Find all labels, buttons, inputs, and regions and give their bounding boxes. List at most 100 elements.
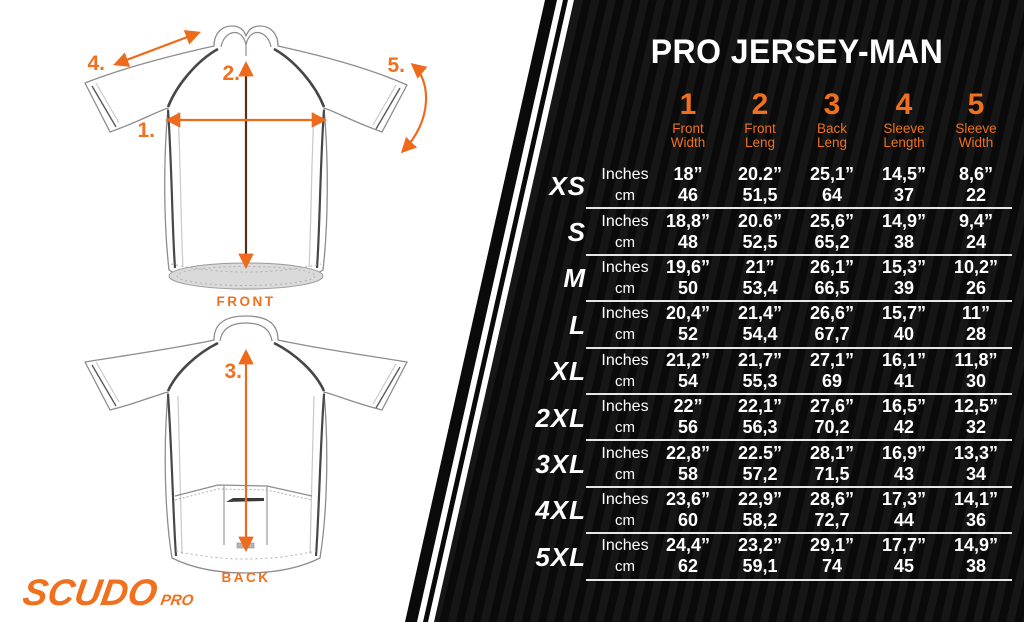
cm-value: 39 bbox=[893, 277, 915, 298]
inches-value: 25,6” bbox=[809, 210, 855, 231]
back-hem-stitching bbox=[175, 550, 317, 560]
size-label: 4XL bbox=[535, 495, 586, 526]
cm-value: 38 bbox=[893, 231, 915, 252]
measurement-cell: 18” 46 bbox=[652, 163, 724, 207]
front-panel-line-right bbox=[308, 111, 315, 268]
inches-value: 8,6” bbox=[958, 164, 994, 185]
back-caption: BACK bbox=[222, 570, 271, 585]
row-measurements: Inches cm 23,6” 60 22,9” 58,2 28,6” 72,7 17,3” 44… bbox=[586, 488, 1012, 535]
unit-label-inches: Inches bbox=[601, 166, 649, 184]
diagonal-stripe-outer bbox=[405, 0, 557, 622]
measure-arrow-5 bbox=[400, 63, 428, 154]
inches-value: 15,3” bbox=[881, 256, 927, 277]
measurement-cell: 14,1” 36 bbox=[940, 488, 1012, 532]
table-row: 3XL Inches cm 22,8” 58 22.5” 57,2 28,1” 71,5 16,9… bbox=[532, 441, 1012, 488]
measurement-cell: 28,6” 72,7 bbox=[796, 488, 868, 532]
cm-value: 57,2 bbox=[742, 463, 778, 484]
unit-label-cm: cm bbox=[615, 511, 635, 529]
table-row: XL Inches cm 21,2” 54 21,7” 55,3 27,1” 69 16,1” 41… bbox=[532, 349, 1012, 395]
inches-value: 9,4” bbox=[958, 210, 994, 231]
inches-value: 20,4” bbox=[665, 303, 711, 324]
front-cuff-right bbox=[375, 87, 401, 130]
inches-value: 13,3” bbox=[953, 442, 999, 463]
cm-value: 67,7 bbox=[814, 324, 850, 345]
column-header: 2 Front Leng bbox=[724, 90, 796, 150]
size-label: XS bbox=[549, 170, 586, 201]
measurement-cell: 11” 28 bbox=[940, 302, 1012, 346]
column-label-line2: Length bbox=[883, 135, 925, 150]
column-number: 2 bbox=[751, 88, 769, 121]
cm-value: 69 bbox=[821, 370, 843, 391]
inches-value: 14,9” bbox=[881, 210, 927, 231]
measurement-cell: 21,2” 54 bbox=[652, 349, 724, 393]
measurement-cell: 10,2” 26 bbox=[940, 256, 1012, 300]
inches-value: 27,6” bbox=[809, 396, 855, 417]
measure-marker-4: 4. bbox=[87, 52, 105, 75]
measurement-cell: 19,6” 50 bbox=[652, 256, 724, 300]
unit-label-inches: Inches bbox=[601, 398, 649, 416]
cm-value: 60 bbox=[677, 509, 699, 530]
measurement-cell: 22,8” 58 bbox=[652, 441, 724, 485]
column-header: 5 Sleeve Width bbox=[940, 90, 1012, 150]
table-row: M Inches cm 19,6” 50 21” 53,4 26,1” 66,5 15,3” 39 1… bbox=[532, 256, 1012, 303]
cm-value: 28 bbox=[965, 324, 987, 345]
inches-value: 21,2” bbox=[665, 349, 711, 370]
unit-labels-cell: Inches cm bbox=[586, 441, 652, 485]
inches-value: 14,1” bbox=[953, 488, 999, 509]
table-row: 2XL Inches cm 22” 56 22,1” 56,3 27,6” 70,2 16,5” 4… bbox=[532, 395, 1012, 442]
size-table: 1 Front Width 2 Front Leng 3 Back Leng 4 Sleeve Len… bbox=[532, 90, 1012, 581]
row-measurements: Inches cm 19,6” 50 21” 53,4 26,1” 66,5 15,3” 39 10… bbox=[586, 256, 1012, 303]
cm-value: 74 bbox=[821, 556, 843, 577]
cm-value: 40 bbox=[893, 324, 915, 345]
unit-label-inches: Inches bbox=[601, 305, 649, 323]
measurement-cell: 16,9” 43 bbox=[868, 441, 940, 485]
cm-value: 43 bbox=[893, 463, 915, 484]
brand-logo-text: SCUDO bbox=[20, 572, 161, 613]
inches-value: 23,6” bbox=[665, 488, 711, 509]
front-cuff-left-inner bbox=[95, 82, 120, 124]
row-measurements: Inches cm 18,8” 48 20.6” 52,5 25,6” 65,2 14,9” 38… bbox=[586, 209, 1012, 256]
measurement-cell: 17,3” 44 bbox=[868, 488, 940, 532]
column-headers: 1 Front Width 2 Front Leng 3 Back Leng 4 Sleeve Len… bbox=[652, 90, 1012, 150]
unit-labels-cell: Inches cm bbox=[586, 209, 652, 253]
back-raglan-seam-left bbox=[166, 341, 219, 392]
cm-value: 24 bbox=[965, 231, 987, 252]
column-number: 4 bbox=[895, 88, 913, 121]
size-label: 3XL bbox=[535, 449, 586, 480]
inches-value: 16,1” bbox=[881, 349, 927, 370]
front-side-seam-left bbox=[166, 109, 177, 269]
back-side-seam-right bbox=[314, 393, 326, 557]
cm-value: 53,4 bbox=[742, 277, 778, 298]
column-label-line2: Leng bbox=[816, 135, 848, 150]
unit-labels-cell: Inches cm bbox=[586, 256, 652, 300]
unit-label-cm: cm bbox=[615, 372, 635, 390]
cm-value: 26 bbox=[965, 277, 987, 298]
back-side-seam-left bbox=[166, 393, 178, 557]
table-row: S Inches cm 18,8” 48 20.6” 52,5 25,6” 65,2 14,9” 3… bbox=[532, 209, 1012, 256]
front-panel-line-left bbox=[177, 111, 184, 268]
unit-label-inches: Inches bbox=[601, 212, 649, 230]
cm-value: 51,5 bbox=[742, 185, 778, 206]
measure-marker-3: 3. bbox=[224, 360, 242, 383]
cm-value: 46 bbox=[677, 185, 699, 206]
inches-value: 16,5” bbox=[881, 396, 927, 417]
cm-value: 71,5 bbox=[814, 463, 850, 484]
cm-value: 64 bbox=[821, 185, 843, 206]
measure-marker-2: 2. bbox=[222, 62, 240, 85]
column-label-line2: Width bbox=[670, 135, 706, 150]
front-jersey-diagram: 4. 2. 1. 5. FRONT bbox=[84, 25, 428, 309]
size-label: 5XL bbox=[535, 541, 586, 572]
column-label-line1: Front bbox=[744, 121, 776, 136]
inches-value: 18,8” bbox=[665, 210, 711, 231]
back-panel-line-left bbox=[177, 395, 183, 555]
inches-value: 24,4” bbox=[665, 535, 711, 556]
column-label-line1: Back bbox=[816, 121, 847, 136]
table-row: 5XL Inches cm 24,4” 62 23,2” 59,1 29,1” 74 17,7” 4… bbox=[532, 534, 1012, 581]
inches-value: 22” bbox=[673, 396, 703, 417]
measurement-cell: 18,8” 48 bbox=[652, 209, 724, 253]
column-label-line1: Front bbox=[672, 121, 704, 136]
inches-value: 14,5” bbox=[881, 164, 927, 185]
unit-label-inches: Inches bbox=[601, 351, 649, 369]
measurement-cell: 21,7” 55,3 bbox=[724, 349, 796, 393]
